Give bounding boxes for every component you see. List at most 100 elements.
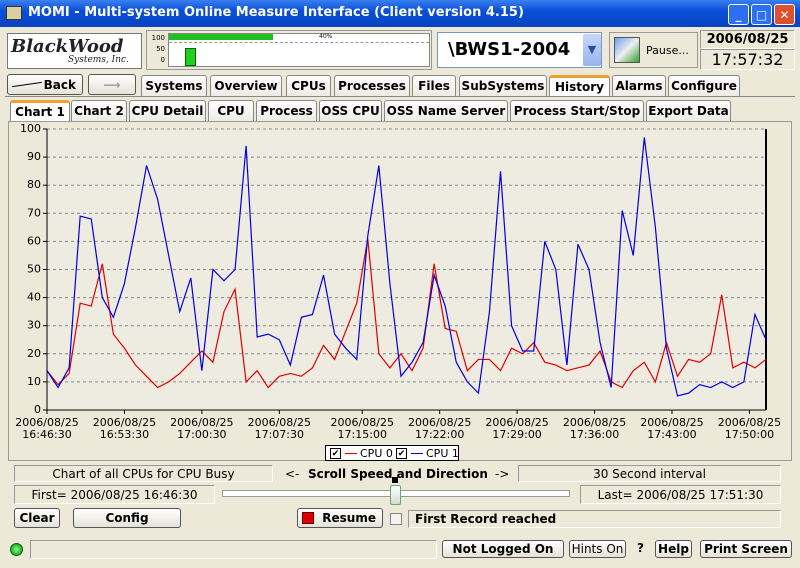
gauge-column	[185, 48, 196, 66]
login-button[interactable]: Not Logged On	[442, 540, 564, 558]
tab[interactable]: Files	[412, 75, 456, 96]
x-tick-label: 2006/08/25 17:15:00	[330, 416, 394, 441]
config-button[interactable]: Config	[73, 508, 181, 528]
subtab[interactable]: CPU	[208, 100, 254, 121]
subtab[interactable]: CPU Detail	[129, 100, 206, 121]
scroll-left: <-	[285, 467, 300, 481]
back-label: Back	[43, 77, 76, 92]
legend-checkbox[interactable]: ✔	[396, 448, 407, 459]
scroll-label: Scroll Speed and Direction	[308, 467, 488, 481]
tab[interactable]: Systems	[141, 75, 207, 96]
minimize-button[interactable]: _	[728, 4, 749, 25]
status-message: First Record reached	[408, 510, 781, 528]
y-tick-label: 80	[27, 178, 41, 191]
scroll-thumb[interactable]	[390, 485, 401, 505]
gauge-scale: 100 50 0	[149, 33, 165, 66]
gauge-percent: 40%	[319, 33, 333, 40]
legend-swatch	[345, 453, 357, 454]
back-button[interactable]: Back	[7, 74, 83, 95]
clear-button[interactable]: Clear	[14, 508, 60, 528]
legend: ✔ CPU 0 ✔ CPU 1	[325, 445, 459, 461]
x-tick-label: 2006/08/25 17:00:30	[170, 416, 234, 441]
window-title: MOMI - Multi-system Online Measure Inter…	[28, 5, 524, 20]
subtab[interactable]: Export Data	[646, 100, 731, 121]
pause-icon	[614, 37, 640, 63]
tab[interactable]: CPUs	[286, 75, 331, 96]
x-tick-label: 2006/08/25 17:50:00	[717, 416, 782, 441]
subtab[interactable]: OSS Name Server	[384, 100, 508, 121]
x-tick-label: 2006/08/25 17:07:30	[247, 416, 311, 441]
tab[interactable]: Processes	[334, 75, 410, 96]
y-tick-label: 30	[27, 319, 41, 332]
print-button[interactable]: Print Screen	[700, 540, 792, 558]
legend-checkbox[interactable]: ✔	[330, 448, 341, 459]
legend-swatch	[411, 453, 423, 454]
hints-button[interactable]: Hints On	[569, 540, 626, 558]
help-button[interactable]: Help	[655, 540, 692, 558]
y-tick-label: 90	[27, 150, 41, 163]
series-line	[46, 137, 767, 397]
y-tick-label: 20	[27, 347, 41, 360]
resume-icon	[302, 512, 314, 524]
x-tick-label: 2006/08/25 17:43:00	[640, 416, 704, 441]
title-bar	[0, 0, 800, 27]
last-field: Last= 2006/08/25 17:51:30	[580, 485, 781, 504]
interval-field: 30 Second interval	[518, 465, 781, 482]
y-tick-label: 0	[34, 403, 41, 416]
gauge-bar	[169, 34, 273, 40]
series-line	[46, 238, 767, 389]
dropdown-arrow[interactable]: ▼	[583, 34, 601, 66]
description-field: Chart of all CPUs for CPU Busy	[14, 465, 273, 482]
x-tick-label: 2006/08/25 17:22:00	[407, 416, 472, 441]
scroll-right: ->	[495, 467, 510, 481]
logo-name: BlackWood	[11, 36, 124, 57]
date-field: 2006/08/25	[700, 30, 795, 49]
plot-area	[47, 129, 766, 410]
close-button[interactable]: ✕	[774, 4, 795, 25]
y-tick-label: 60	[27, 234, 41, 247]
subtab[interactable]: OSS CPU	[319, 100, 382, 121]
tab[interactable]: Alarms	[612, 75, 666, 96]
node-select[interactable]: \BWS1-2004 ▼	[437, 32, 602, 68]
gauge-box: 40%	[168, 33, 430, 67]
logo: BlackWood Systems, Inc.	[7, 33, 142, 69]
status-checkbox[interactable]	[390, 513, 402, 525]
time-field: 17:57:32	[700, 49, 795, 70]
node-name: \BWS1-2004	[448, 39, 571, 60]
y-tick-label: 100	[20, 122, 41, 135]
scroll-marker	[392, 477, 398, 483]
maximize-button[interactable]: □	[751, 4, 772, 25]
subtab[interactable]: Chart 2	[71, 100, 127, 121]
question-mark[interactable]: ?	[637, 541, 644, 555]
tab[interactable]: Overview	[210, 75, 282, 96]
subtab[interactable]: Process Start/Stop	[510, 100, 644, 121]
x-tick-label: 2006/08/25 16:53:30	[92, 416, 157, 441]
app-icon	[6, 6, 22, 20]
logo-subtitle: Systems, Inc.	[68, 55, 129, 65]
gauge-grid	[169, 42, 429, 43]
subtab[interactable]: Process	[256, 100, 317, 121]
chart: 0 10 20 30 40 50 60 70 80 90 100	[20, 122, 767, 416]
pause-panel[interactable]: Pause...	[609, 32, 698, 68]
forward-button[interactable]: ⟶	[88, 74, 136, 95]
y-tick-label: 50	[27, 263, 41, 276]
tab[interactable]: History	[549, 75, 610, 96]
gauge-panel: 100 50 0 40%	[146, 30, 432, 70]
gauge-label: 0	[160, 56, 165, 64]
legend-label: CPU 1	[426, 447, 459, 460]
connection-light	[10, 543, 23, 556]
first-field: First= 2006/08/25 16:46:30	[14, 485, 215, 504]
y-tick-label: 40	[27, 291, 41, 304]
subtab[interactable]: Chart 1	[10, 100, 70, 121]
legend-label: CPU 0	[360, 447, 393, 460]
y-tick-label: 10	[27, 375, 41, 388]
gauge-label: 100	[151, 34, 165, 42]
tab[interactable]: SubSystems	[459, 75, 547, 96]
pause-label: Pause...	[646, 44, 689, 57]
resume-label: Resume	[322, 511, 376, 525]
tab[interactable]: Configure	[668, 75, 740, 96]
tab-line	[5, 96, 795, 97]
resume-button[interactable]: Resume	[297, 508, 383, 528]
x-tick-label: 2006/08/25 17:29:00	[485, 416, 549, 441]
